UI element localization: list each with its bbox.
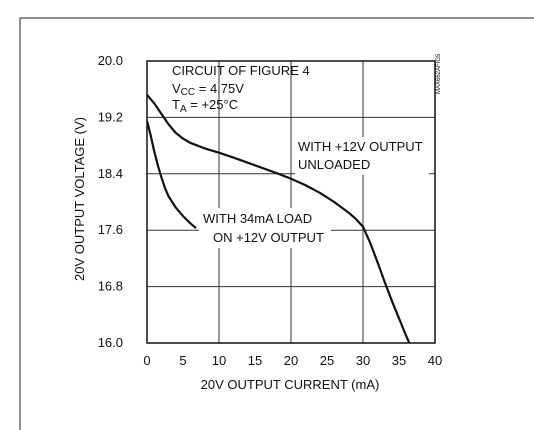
x-tick-label: 15 [248, 353, 262, 368]
series-line-unloaded [147, 94, 411, 343]
y-tick-label: 18.4 [98, 166, 123, 181]
x-tick-label: 20 [284, 353, 298, 368]
x-tick-labels: 0 5 10 15 20 25 30 35 40 [143, 353, 442, 368]
plot-border [146, 60, 436, 344]
y-axis-title: 20V OUTPUT VOLTAGE (V) [72, 117, 87, 281]
series-line-34ma-load [147, 120, 197, 229]
annotation-vcc-subscript: CC [181, 87, 195, 98]
annotation-ta-value: = +25°C [187, 97, 238, 112]
x-axis-title: 20V OUTPUT CURRENT (mA) [201, 377, 380, 392]
annotation-ta: TA = +25°C [172, 97, 238, 115]
loaded-label-bg [199, 208, 331, 248]
x-tick-label: 40 [428, 353, 442, 368]
y-tick-label: 19.2 [98, 109, 123, 124]
annotation-vcc-value: = 4.75V [195, 81, 244, 96]
series-lines [147, 94, 411, 343]
y-tick-label: 16.8 [98, 279, 123, 294]
y-tick-label: 16.0 [98, 335, 123, 350]
unloaded-label-bg [295, 137, 429, 175]
y-tick-label: 20.0 [98, 53, 123, 68]
annotation-loaded-line2: ON +12V OUTPUT [213, 230, 324, 245]
x-tick-label: 25 [320, 353, 334, 368]
x-tick-label: 0 [143, 353, 150, 368]
y-tick-label: 17.6 [98, 222, 123, 237]
annotation-vcc-symbol: V [172, 81, 181, 96]
annotation-unloaded-line1: WITH +12V OUTPUT [298, 139, 423, 154]
x-tick-label: 5 [179, 353, 186, 368]
annotation-vcc: VCC = 4.75V [172, 81, 244, 98]
x-tick-label: 10 [212, 353, 226, 368]
annotation-loaded-line1: WITH 34mA LOAD [203, 211, 312, 226]
annotation-ta-symbol: T [172, 97, 180, 112]
y-tick-labels: 20.0 19.2 18.4 17.6 16.8 16.0 [98, 53, 123, 350]
figure-id-label: MAX662AFIG5 [436, 53, 442, 94]
annotation-unloaded-line2: UNLOADED [298, 157, 370, 172]
x-tick-label: 35 [392, 353, 406, 368]
x-tick-label: 30 [356, 353, 370, 368]
annotation-ta-subscript: A [180, 104, 187, 115]
annotation-circuit: CIRCUIT OF FIGURE 4 [172, 63, 310, 78]
